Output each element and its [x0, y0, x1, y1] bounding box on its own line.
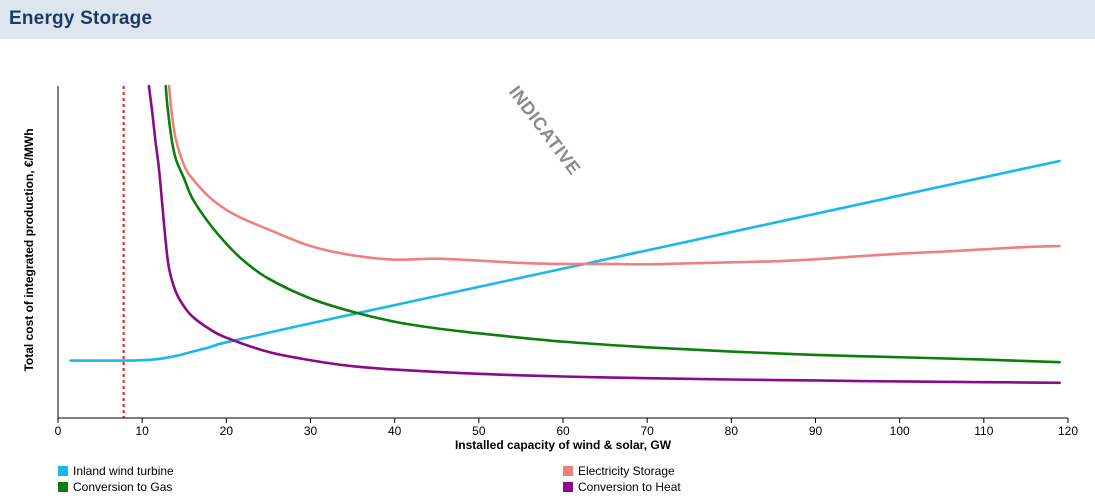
x-tick-label: 0 [55, 424, 62, 438]
plot-lines [69, 84, 1061, 418]
x-tick-label: 120 [1058, 424, 1078, 438]
x-tick-label: 110 [974, 424, 993, 438]
indicative-watermark: INDICATIVE [505, 82, 585, 178]
x-ticks: 0 10 20 30 40 50 60 70 80 90 100 110 120 [55, 418, 1078, 438]
series-line-conversion-to-gas [164, 84, 1061, 364]
series-line-electricity-storage [167, 84, 1061, 266]
x-tick-label: 30 [304, 424, 318, 438]
x-tick-label: 70 [640, 424, 654, 438]
x-tick-label: 90 [809, 424, 823, 438]
x-tick-label: 80 [725, 424, 739, 438]
x-tick-label: 40 [388, 424, 402, 438]
y-axis-title: Total cost of integrated production, €/M… [22, 128, 36, 371]
x-tick-label: 20 [220, 424, 234, 438]
x-tick-label: 50 [472, 424, 486, 438]
header-bar: Energy Storage [0, 0, 1095, 39]
page-title: Energy Storage [9, 8, 153, 29]
x-axis-title: Installed capacity of wind & solar, GW [455, 438, 672, 452]
x-tick-label: 60 [556, 424, 570, 438]
series-line-conversion-to-heat [147, 84, 1061, 385]
x-tick-label: 100 [890, 424, 910, 438]
series-line-inland-wind-turbine [69, 159, 1061, 362]
x-tick-label: 10 [135, 424, 149, 438]
